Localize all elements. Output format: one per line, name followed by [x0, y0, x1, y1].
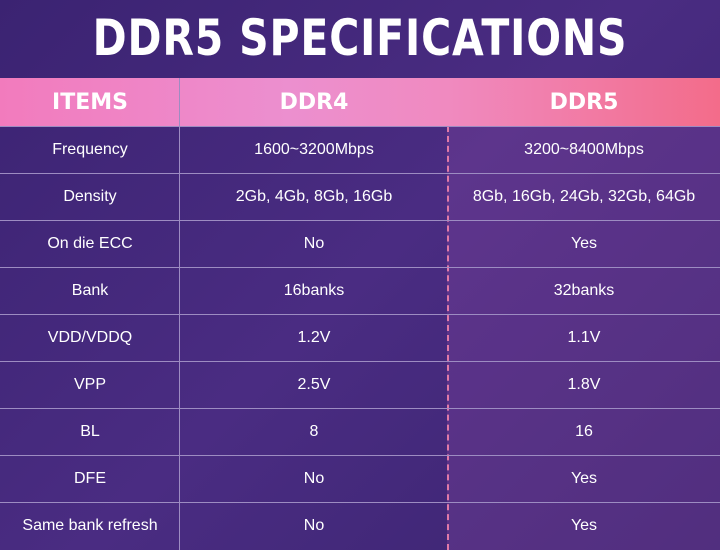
table-cell: Frequency: [52, 140, 128, 158]
table-cell: Yes: [570, 516, 598, 534]
table-cell: 3200~8400Mbps: [524, 140, 644, 158]
table-cell: DFE: [74, 469, 106, 487]
row-divider: [0, 126, 720, 127]
table-cell: BL: [80, 422, 100, 440]
row-divider: [0, 455, 720, 456]
row-divider: [0, 173, 720, 174]
row-divider: [0, 408, 720, 409]
table-cell: 1600~3200Mbps: [254, 140, 374, 158]
table-cell: 8Gb, 16Gb, 24Gb, 32Gb, 64Gb: [472, 187, 696, 205]
table-cell: Yes: [570, 234, 598, 252]
table-cell: Same bank refresh: [22, 516, 158, 534]
column-header: DDR4: [279, 89, 349, 115]
table-cell: No: [303, 516, 325, 534]
table-cell: 1.2V: [297, 328, 331, 346]
row-divider: [0, 267, 720, 268]
table-cell: VPP: [73, 375, 106, 393]
table-cell: VDD/VDDQ: [47, 328, 133, 346]
header-band: [0, 78, 720, 126]
table-cell: On die ECC: [47, 234, 133, 252]
table-cell: 1.8V: [567, 375, 601, 393]
row-divider: [0, 502, 720, 503]
table-cell: Bank: [71, 281, 109, 299]
table-cell: Yes: [570, 469, 598, 487]
table-cell: 1.1V: [567, 328, 601, 346]
ddr5-column-bg: [447, 126, 720, 550]
row-divider: [0, 220, 720, 221]
table-cell: 8: [309, 422, 319, 440]
row-divider: [0, 361, 720, 362]
table-cell: 16banks: [283, 281, 345, 299]
table-cell: Density: [63, 187, 117, 205]
column-header: DDR5: [549, 89, 619, 115]
table-cell: No: [303, 469, 325, 487]
table-cell: 2Gb, 4Gb, 8Gb, 16Gb: [235, 187, 393, 205]
table-cell: No: [303, 234, 325, 252]
table-cell: 2.5V: [297, 375, 331, 393]
table-cell: 16: [575, 422, 593, 440]
row-divider: [0, 314, 720, 315]
title: DDR5 SPECIFICATIONS: [92, 9, 628, 67]
column-header: ITEMS: [52, 89, 128, 115]
table-cell: 32banks: [553, 281, 615, 299]
